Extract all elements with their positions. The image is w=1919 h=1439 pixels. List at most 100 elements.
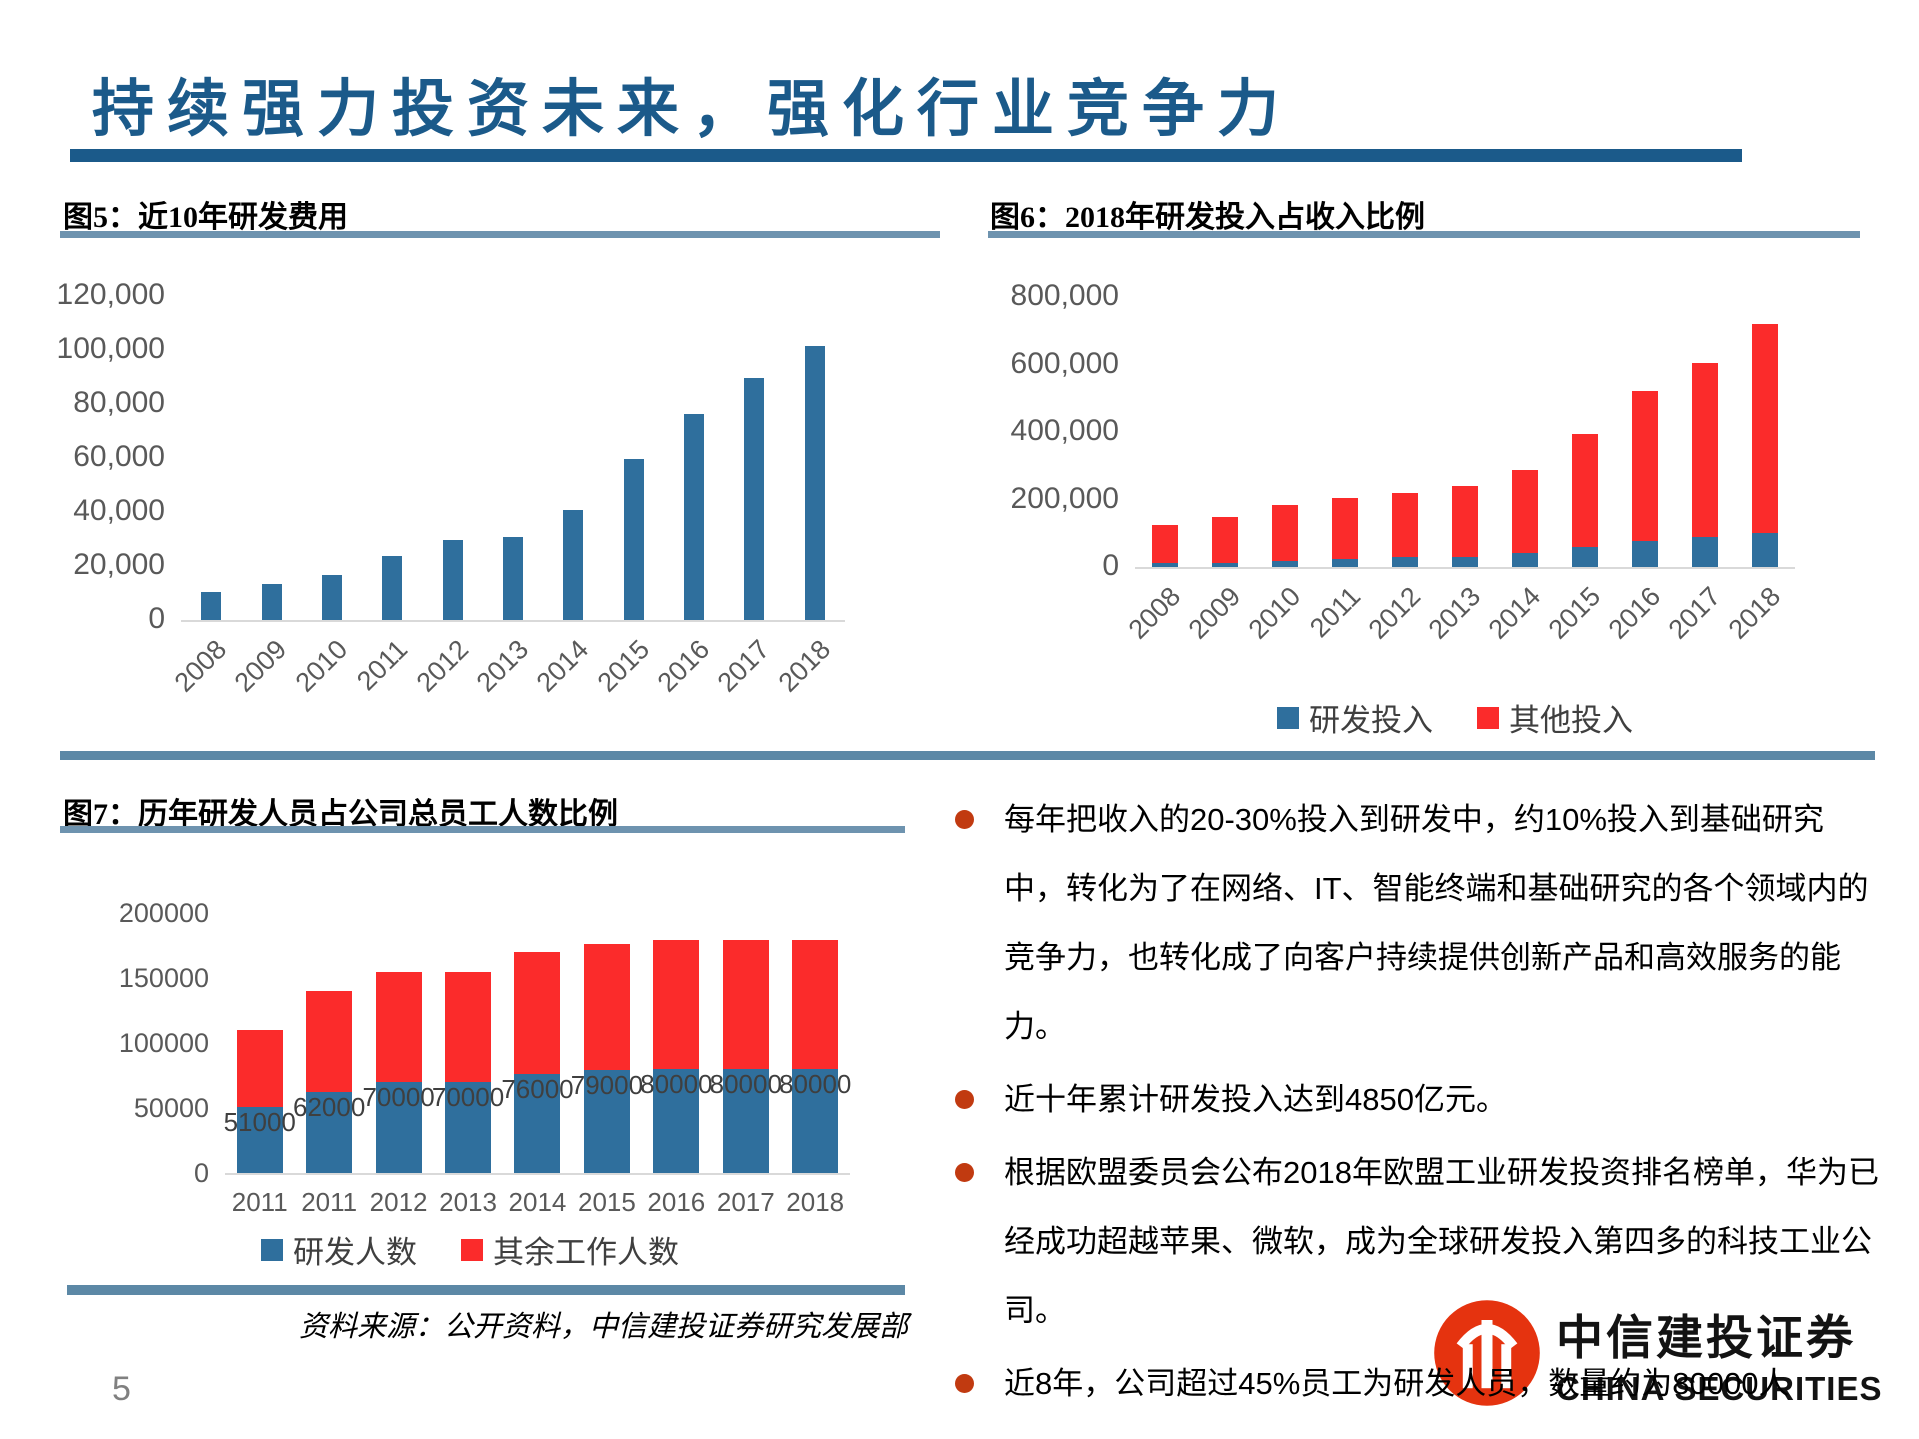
- figure5-chart: 0 20,000 40,000 60,000 80,000 100,000 120,000 …: [57, 278, 863, 714]
- 研发投入-segment: [1212, 562, 1238, 567]
- x-tick-label: 2014: [530, 634, 595, 698]
- bar-segment: [804, 345, 825, 620]
- legend-item: 其余工作人数: [461, 1227, 679, 1272]
- bullet-dot-icon: [955, 1374, 974, 1393]
- 其余工作人数-segment: [236, 1030, 283, 1107]
- y-tick-label: 80,000: [73, 386, 165, 420]
- bar-slot: [1435, 297, 1495, 567]
- bar-segment: [684, 413, 705, 620]
- bar-segment: [623, 459, 644, 620]
- data-label: 70000: [362, 1082, 435, 1112]
- y-tick-label: 200000: [118, 898, 209, 928]
- figure7-title: 图7：历年研发人员占公司总员工人数比例: [63, 798, 618, 831]
- figure6-x-axis: 2008 2009 2010 2011 2012 2013 2014 2015 2016 2017…: [1123, 569, 1795, 669]
- x-tick-label: 2017: [716, 1187, 775, 1217]
- bar-slot: [241, 296, 301, 620]
- 其余工作人数-segment: [722, 940, 769, 1069]
- 其他投入-segment: [1632, 390, 1658, 542]
- 研发投入-segment: [1392, 556, 1418, 567]
- legend-item: 研发投入: [1277, 695, 1433, 740]
- legend-swatch: [1277, 706, 1299, 729]
- bar-slot: [483, 296, 543, 620]
- figure6-plot: [1135, 297, 1795, 569]
- x-tick-label: 2018: [1722, 581, 1787, 645]
- figure6-rule: [988, 231, 1860, 238]
- legend-label: 研发人数: [293, 1235, 417, 1270]
- bar-slot: 80000: [709, 913, 782, 1173]
- legend-swatch: [261, 1238, 283, 1261]
- y-tick-label: 60,000: [73, 440, 165, 473]
- 研发投入-segment: [1272, 561, 1298, 567]
- bar-slot: 70000: [362, 913, 435, 1173]
- figure5-plot: [181, 296, 845, 622]
- 研发人数-segment: [583, 1070, 630, 1173]
- 研发人数-segment: [514, 1074, 561, 1173]
- 其他投入-segment: [1272, 504, 1298, 562]
- x-tick-label: 2014: [508, 1187, 567, 1217]
- figure5-x-axis: 2008 2009 2010 2011 2012 2013 2014 2015 2016 2017…: [169, 622, 845, 714]
- bullet-text: 近8年，公司超过45%员工为研发人员，数量约为80000人: [1004, 1366, 1790, 1401]
- x-tick-label: 2010: [289, 634, 354, 698]
- bar-segment: [382, 556, 403, 620]
- y-tick-label: 0: [193, 1158, 209, 1188]
- 其余工作人数-segment: [653, 940, 700, 1069]
- bar-slot: 62000: [293, 913, 366, 1173]
- bar-slot: 80000: [779, 913, 852, 1173]
- bar-segment: [744, 377, 765, 620]
- y-tick-label: 800,000: [1010, 279, 1119, 312]
- x-tick-label: 2013: [439, 1187, 497, 1217]
- y-tick-label: 100,000: [56, 332, 165, 365]
- legend-swatch: [461, 1238, 483, 1261]
- page-title: 持续强力投资未来，强化行业竞争力: [92, 75, 1293, 144]
- figure7-bottom-divider: [67, 1285, 905, 1295]
- legend-swatch: [1477, 706, 1499, 729]
- 其余工作人数-segment: [514, 952, 561, 1075]
- 其他投入-segment: [1212, 516, 1238, 563]
- x-tick-label: 2012: [369, 1187, 428, 1217]
- bar-slot: 51000: [224, 913, 296, 1173]
- data-label: 80000: [709, 1069, 782, 1099]
- data-label: 62000: [293, 1092, 366, 1123]
- bullet-dot-icon: [955, 1090, 974, 1109]
- x-tick-label: 2011: [351, 634, 414, 697]
- y-tick-label: 200,000: [1010, 481, 1119, 515]
- bullet-text: 每年把收入的20-30%投入到研发中，约10%投入到基础研究中，转化为了在网络、…: [1004, 802, 1869, 1044]
- figure6-legend: 研发投入 其他投入: [985, 695, 1835, 740]
- bar-slot: [785, 296, 845, 620]
- x-tick-label: 2015: [591, 634, 655, 698]
- data-label: 79000: [570, 1070, 644, 1101]
- 研发人数-segment: [445, 1082, 492, 1173]
- y-tick-label: 100000: [118, 1028, 209, 1058]
- legend-item: 研发人数: [261, 1227, 417, 1272]
- bar-segment: [442, 539, 463, 620]
- 其他投入-segment: [1572, 433, 1598, 547]
- source-note: 资料来源：公开资料，中信建投证券研究发展部: [298, 1311, 908, 1343]
- figure7-rule: [60, 826, 905, 833]
- 其他投入-segment: [1752, 323, 1778, 533]
- bar-slot: 79000: [570, 913, 644, 1173]
- 研发投入-segment: [1512, 553, 1538, 567]
- 其他投入-segment: [1392, 492, 1418, 557]
- bar-slot: 80000: [640, 913, 713, 1173]
- bar-segment: [201, 591, 222, 620]
- data-label: 80000: [779, 1069, 852, 1099]
- figure5-y-axis: 0 20,000 40,000 60,000 80,000 100,000 120,000: [57, 278, 181, 635]
- data-label: 80000: [640, 1069, 713, 1099]
- title-underline: [70, 149, 1742, 162]
- x-tick-label: 2013: [470, 634, 535, 698]
- bar-slot: [422, 296, 482, 620]
- data-label: 70000: [431, 1082, 505, 1112]
- figure6-title: 图6：2018年研发投入占收入比例: [990, 201, 1425, 234]
- bar-segment: [261, 584, 282, 620]
- bullet-item: 近8年，公司超过45%员工为研发人员，数量约为80000人: [955, 1349, 1885, 1418]
- citic-emblem-icon: [1434, 1300, 1540, 1406]
- legend-label: 研发投入: [1309, 703, 1433, 738]
- y-tick-label: 40,000: [73, 494, 165, 528]
- y-tick-label: 600,000: [1010, 346, 1119, 380]
- y-tick-label: 150000: [118, 963, 209, 993]
- 研发投入-segment: [1692, 536, 1718, 567]
- data-label: 76000: [501, 1074, 574, 1105]
- bar-slot: [1195, 297, 1255, 567]
- x-tick-label: 2012: [410, 634, 474, 698]
- 其他投入-segment: [1692, 363, 1718, 537]
